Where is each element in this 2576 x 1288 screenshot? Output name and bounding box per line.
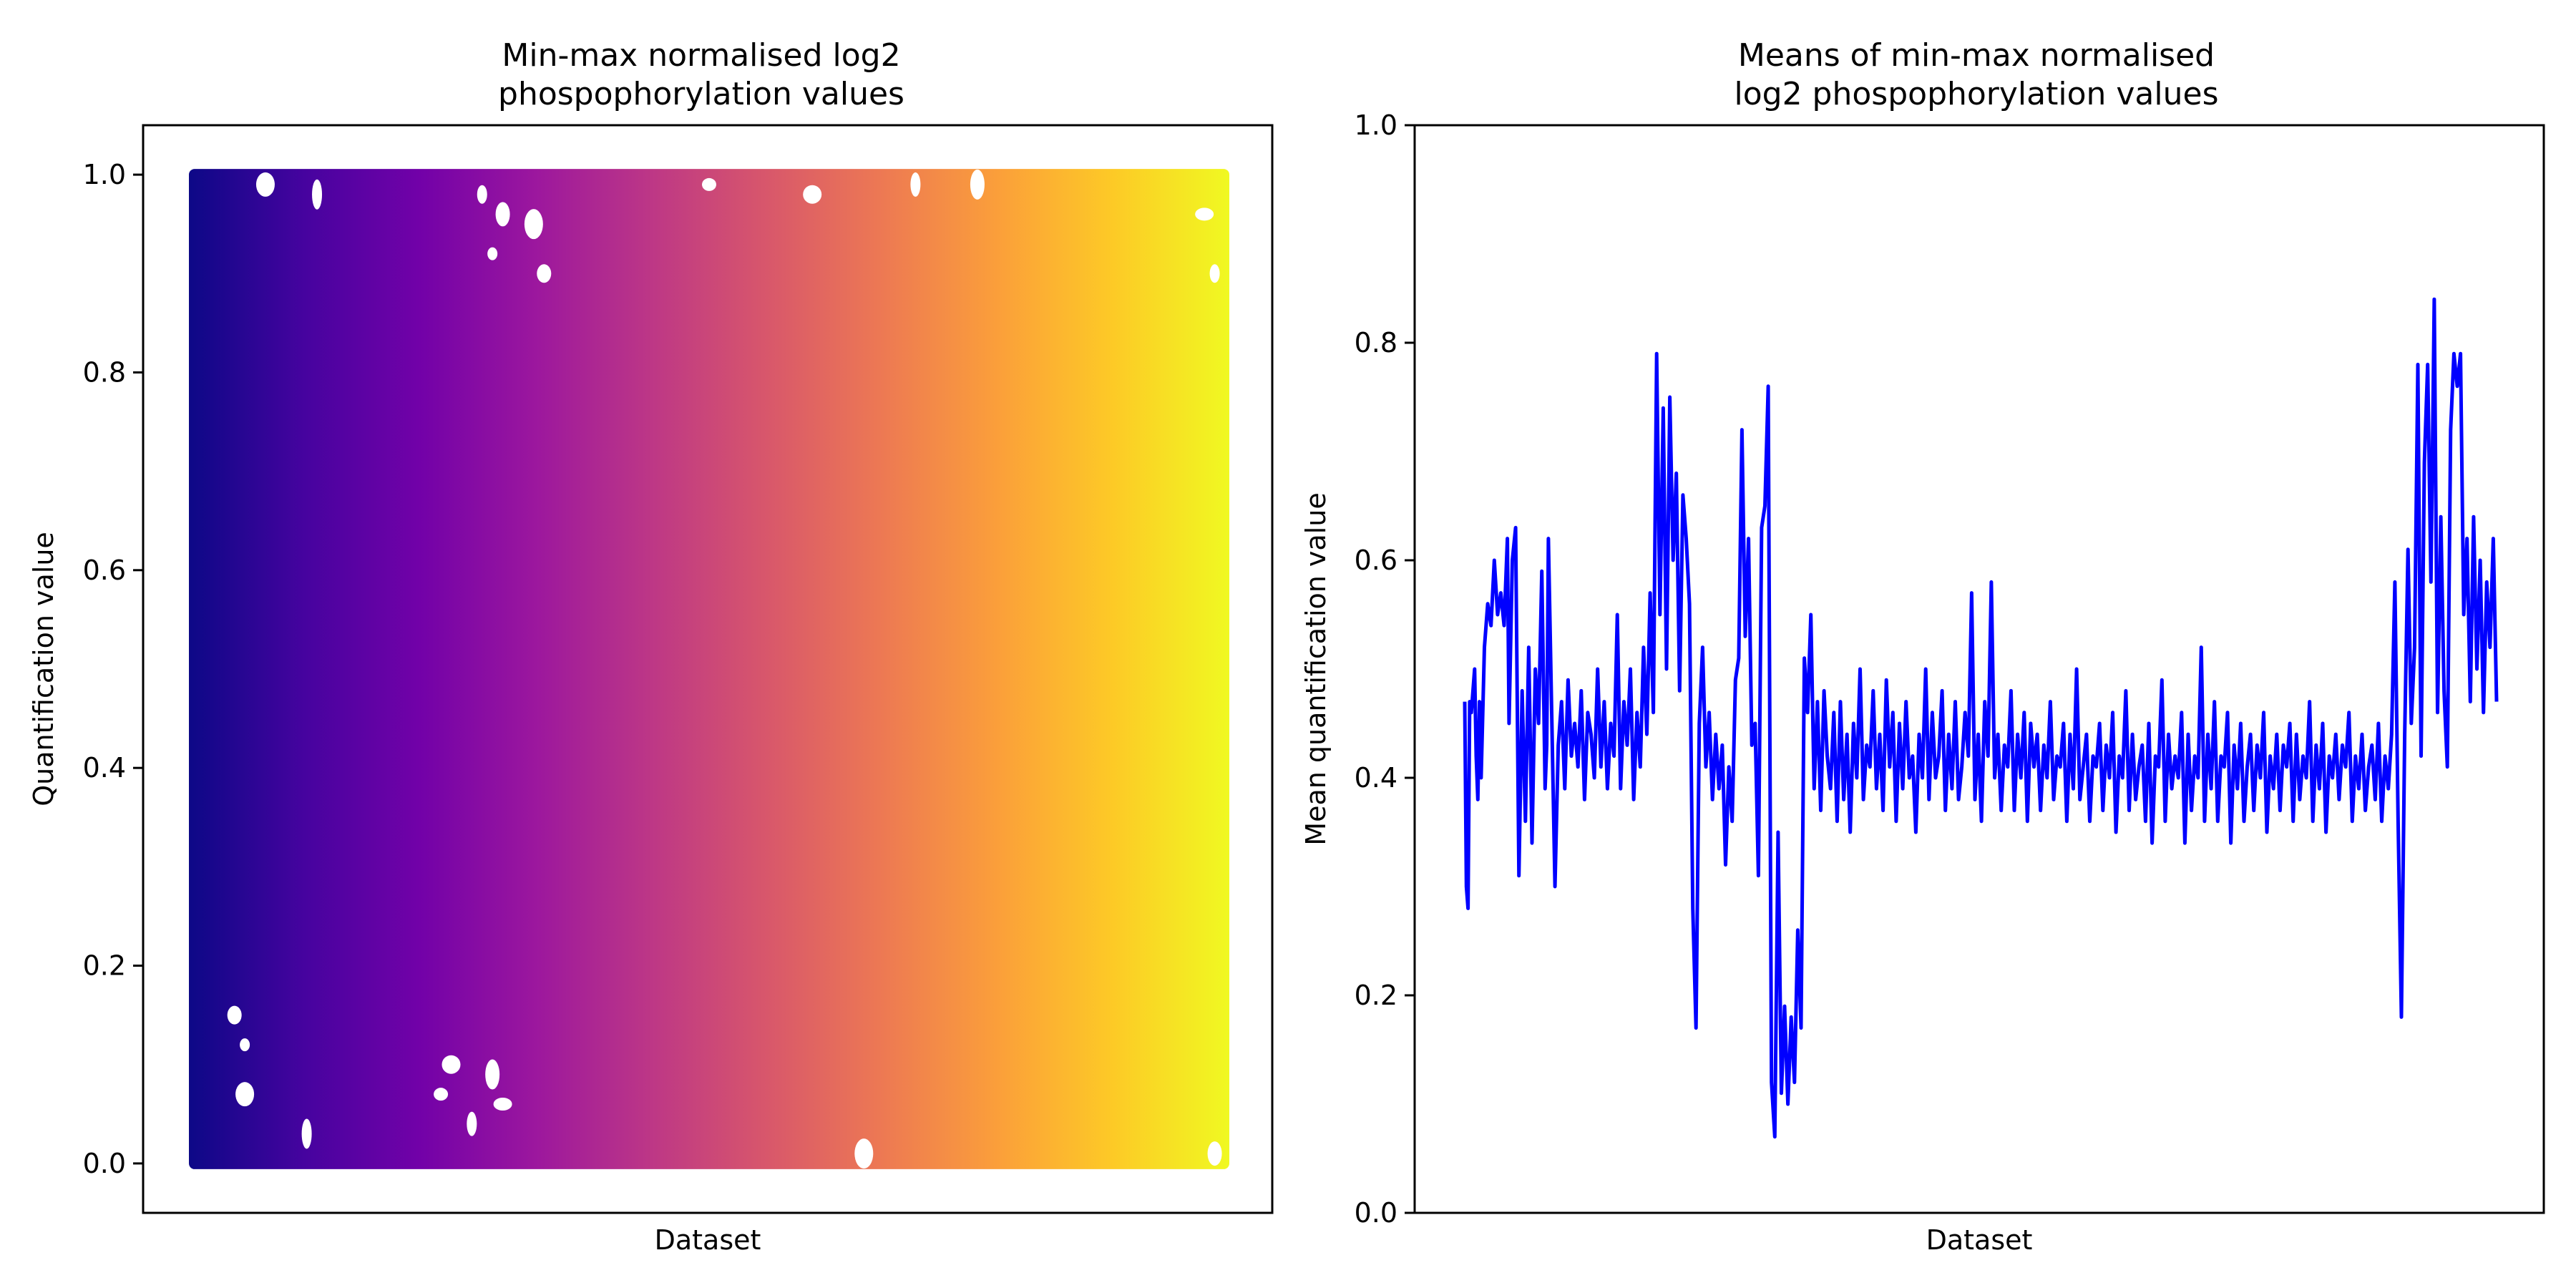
scatter-gap bbox=[524, 209, 543, 240]
scatter-gap bbox=[477, 185, 487, 204]
line-y-label: Mean quantification value bbox=[1300, 492, 1332, 845]
scatter-gap bbox=[854, 1138, 874, 1169]
scatter-gap bbox=[537, 264, 552, 283]
line-plot-frame bbox=[1413, 124, 2545, 1214]
scatter-y-tick-label: 1.0 bbox=[83, 159, 126, 190]
scatter-y-tick-label: 0.4 bbox=[83, 752, 126, 784]
scatter-gap bbox=[495, 202, 510, 227]
scatter-plot-frame bbox=[142, 124, 1274, 1214]
scatter-panel: Min-max normalised log2 phospophorylatio… bbox=[28, 37, 1274, 1256]
line-title-line-2: log2 phospophorylation values bbox=[1735, 76, 2219, 112]
scatter-gap bbox=[970, 169, 985, 200]
scatter-gap bbox=[434, 1088, 449, 1101]
line-y-axis: 0.0 0.2 0.4 0.6 0.8 1.0 bbox=[1355, 109, 1415, 1229]
scatter-gap bbox=[702, 177, 716, 191]
scatter-gap bbox=[227, 1005, 242, 1025]
scatter-y-tick-label: 0.2 bbox=[83, 950, 126, 982]
scatter-gaps bbox=[227, 169, 1222, 1169]
scatter-gap bbox=[441, 1055, 461, 1074]
scatter-gap bbox=[235, 1082, 255, 1107]
scatter-y-tick-label: 0.0 bbox=[83, 1148, 126, 1179]
scatter-gap bbox=[1195, 208, 1214, 221]
scatter-title-line-2: phospophorylation values bbox=[498, 76, 904, 112]
scatter-gap bbox=[301, 1118, 312, 1149]
scatter-y-label: Quantification value bbox=[28, 532, 59, 806]
scatter-gap bbox=[240, 1038, 250, 1052]
line-x-label: Dataset bbox=[1926, 1224, 2033, 1256]
scatter-y-tick-label: 0.8 bbox=[83, 356, 126, 388]
scatter-x-label: Dataset bbox=[655, 1224, 761, 1256]
scatter-gap bbox=[312, 179, 323, 210]
line-y-tick-label: 0.4 bbox=[1355, 762, 1397, 794]
scatter-gap bbox=[493, 1098, 512, 1111]
scatter-gap bbox=[1209, 264, 1220, 283]
scatter-gap bbox=[910, 172, 921, 197]
line-y-tick-label: 0.0 bbox=[1355, 1197, 1397, 1229]
scatter-gap bbox=[485, 1059, 500, 1090]
line-y-tick-label: 0.8 bbox=[1355, 327, 1397, 358]
scatter-gap bbox=[487, 247, 498, 260]
scatter-point-band bbox=[189, 169, 1229, 1169]
scatter-title-line-1: Min-max normalised log2 bbox=[502, 37, 900, 74]
line-y-tick-label: 0.2 bbox=[1355, 980, 1397, 1011]
line-panel: Means of min-max normalised log2 phospop… bbox=[1300, 37, 2545, 1256]
scatter-gap bbox=[1207, 1141, 1222, 1166]
line-title-line-1: Means of min-max normalised bbox=[1738, 37, 2215, 74]
scatter-gap bbox=[467, 1111, 477, 1136]
scatter-y-axis: 0.0 0.2 0.4 0.6 0.8 1.0 bbox=[83, 159, 143, 1179]
scatter-y-tick-label: 0.6 bbox=[83, 555, 126, 586]
line-y-tick-label: 0.6 bbox=[1355, 545, 1397, 576]
line-y-tick-label: 1.0 bbox=[1355, 109, 1397, 141]
scatter-gap bbox=[255, 172, 275, 197]
mean-series-line bbox=[1463, 297, 2499, 1139]
scatter-gap bbox=[803, 185, 822, 204]
